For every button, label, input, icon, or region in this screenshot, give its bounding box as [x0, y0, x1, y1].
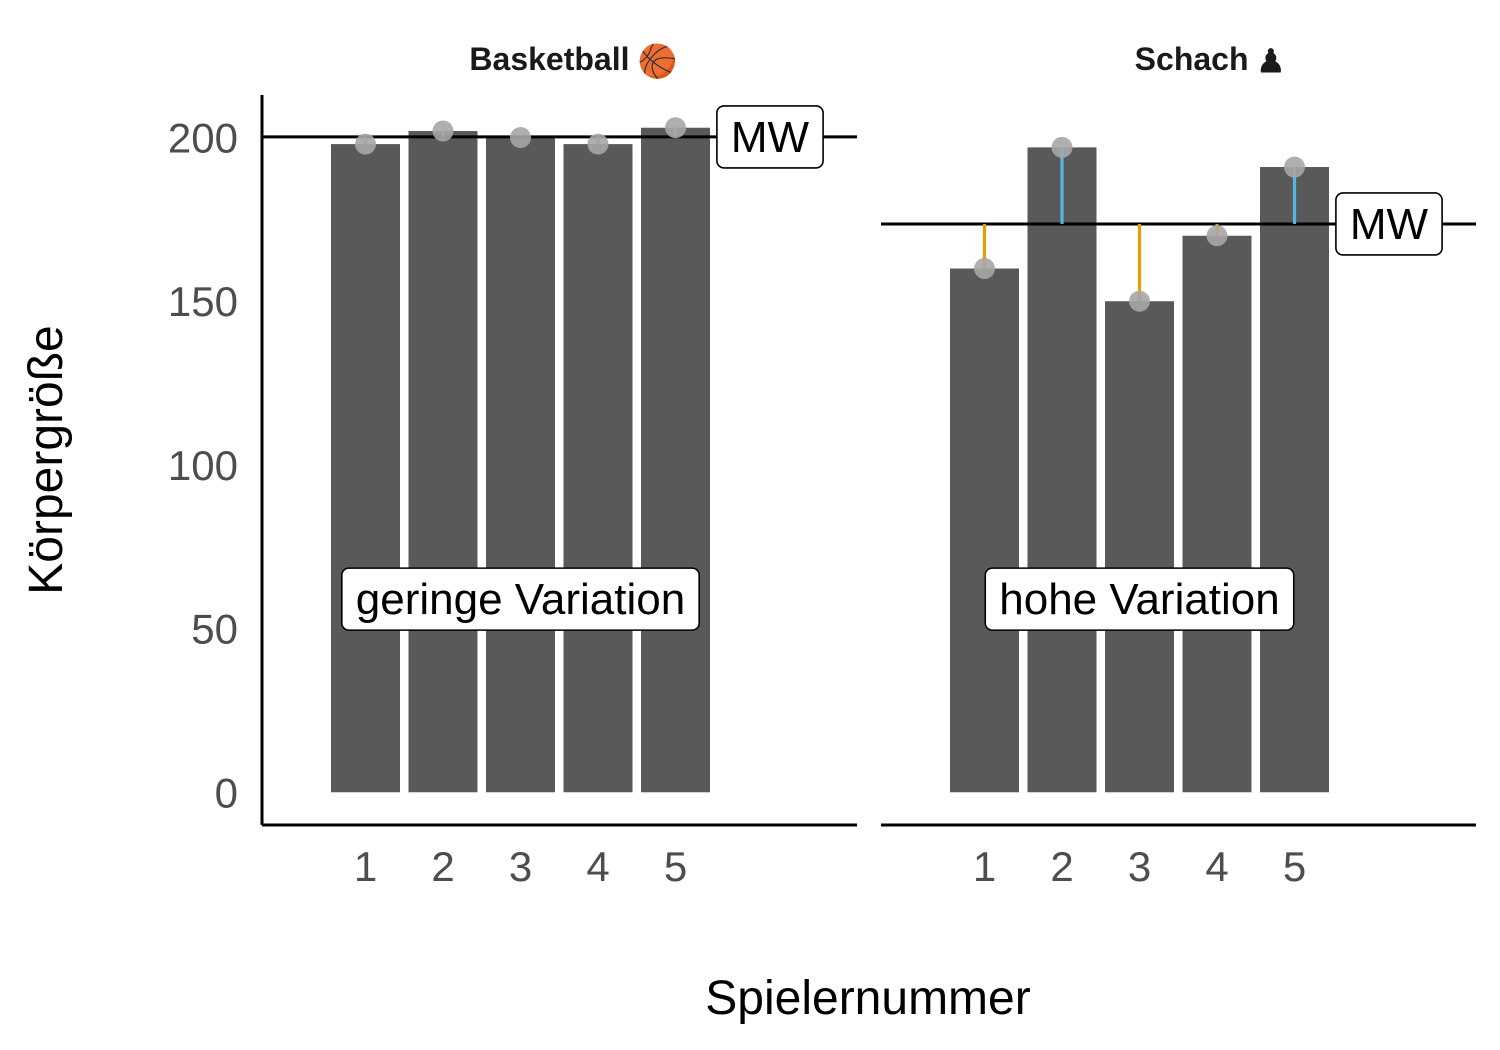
- basketball-point-1: [355, 133, 376, 155]
- basketball-panel-title: Basketball: [469, 41, 629, 77]
- chess-variation-label-box: [984, 567, 1295, 631]
- y-tick-label: 200: [168, 115, 238, 162]
- basketball-mean-label-group: MW: [716, 105, 824, 169]
- x-tick-label: 5: [1283, 843, 1306, 890]
- chess-point-5: [1284, 156, 1305, 178]
- x-tick-label: 4: [586, 843, 609, 890]
- x-tick-label: 5: [664, 843, 687, 890]
- basketball-mean-label: MW: [731, 113, 810, 162]
- basketball-variation-label: geringe Variation: [356, 575, 685, 624]
- y-tick-label: 0: [215, 769, 238, 816]
- y-tick-label: 150: [168, 278, 238, 325]
- chess-point-3: [1129, 290, 1150, 312]
- y-axis-title: Körpergröße: [20, 325, 73, 594]
- basketball-bar-1: [331, 144, 400, 793]
- chess-bar-3: [1105, 301, 1174, 793]
- x-tick-label: 3: [509, 843, 532, 890]
- chess-bar-4: [1182, 235, 1252, 793]
- chess-mean-label-box: [1335, 192, 1443, 256]
- y-tick-label: 100: [168, 442, 238, 489]
- chess-point-4: [1206, 225, 1228, 247]
- basketball-point-3: [510, 127, 531, 149]
- basketball-variation-label-group: geringe Variation: [340, 567, 701, 631]
- basketball-point-5: [665, 117, 686, 139]
- basketball-point-2: [432, 120, 454, 142]
- chess-variation-label-group: hohe Variation: [984, 567, 1295, 631]
- chess-variation-label: hohe Variation: [999, 575, 1280, 624]
- basketball-bar-4: [563, 144, 633, 793]
- chess-bar-2: [1027, 147, 1097, 793]
- basketball-variation-label-box: [340, 567, 701, 631]
- chess-pawn-icon: ♟: [1257, 43, 1286, 79]
- x-tick-label: 1: [973, 843, 996, 890]
- basketball-bar-5: [641, 127, 710, 793]
- chess-mean-label: MW: [1350, 200, 1429, 249]
- basketball-mean-label-box: [716, 105, 824, 169]
- basketball-bar-3: [486, 137, 555, 793]
- chess-bar-1: [950, 268, 1019, 793]
- x-tick-label: 1: [354, 843, 377, 890]
- chess-panel-title: Schach: [1135, 41, 1249, 77]
- chess-mean-label-group: MW: [1335, 192, 1443, 256]
- x-tick-label: 2: [431, 843, 454, 890]
- basketball-point-4: [587, 133, 609, 155]
- chess-bar-5: [1260, 167, 1329, 793]
- chess-point-1: [974, 257, 995, 279]
- facet-panels: 0 50 100 150 200 Basketball 🏀 1 2 3 4 5 MW geringe Va…: [168, 40, 1476, 890]
- basketball-icon: 🏀: [638, 40, 678, 81]
- basketball-bar-2: [408, 131, 478, 793]
- x-axis-title: Spielernummer: [705, 972, 1030, 1025]
- x-tick-label: 2: [1050, 843, 1073, 890]
- x-tick-label: 4: [1205, 843, 1228, 890]
- x-tick-label: 3: [1128, 843, 1151, 890]
- y-tick-label: 50: [191, 606, 238, 653]
- chess-point-2: [1051, 136, 1073, 158]
